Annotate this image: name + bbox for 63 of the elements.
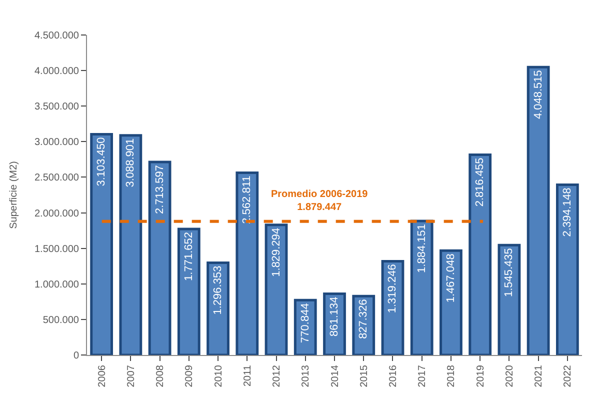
x-tick-label: 2006 <box>96 364 108 388</box>
data-label: 2.394.148 <box>561 188 574 237</box>
data-label: 1.771.652 <box>182 232 195 281</box>
bar <box>468 153 492 355</box>
y-tick-label: 4.500.000 <box>34 30 80 42</box>
x-tick-label: 2022 <box>562 364 574 388</box>
data-label: 2.816.455 <box>474 158 486 207</box>
bar <box>410 220 434 355</box>
data-label: 3.088.901 <box>124 138 137 188</box>
x-tick-label: 2021 <box>534 364 545 388</box>
bar <box>556 184 579 355</box>
bar <box>352 294 376 355</box>
bar <box>323 292 346 355</box>
x-tick-label: 2013 <box>300 364 312 388</box>
ref-line-label: Promedio 2006-2019 1.879.447 <box>271 189 368 213</box>
bar <box>526 66 550 355</box>
data-label: 1.829.294 <box>270 228 282 277</box>
y-tick-label: 0 <box>73 350 80 362</box>
data-label: 2.562.811 <box>241 176 254 224</box>
x-tick-label: 2016 <box>388 364 399 388</box>
bar <box>381 260 404 355</box>
data-label: 4.048.515 <box>532 70 544 120</box>
y-tick-label: 1.500.000 <box>34 244 80 255</box>
y-axis-title: Superficie (M2) <box>8 161 20 229</box>
y-tick-label: 2.000.000 <box>34 208 80 220</box>
x-tick-label: 2010 <box>213 364 224 388</box>
data-label: 861.134 <box>328 296 340 337</box>
x-tick-label: 2020 <box>504 364 516 388</box>
data-label: 1.545.435 <box>503 248 516 298</box>
y-tick-label: 3.000.000 <box>34 137 80 148</box>
bar <box>236 172 259 355</box>
x-tick-label: 2018 <box>446 364 458 388</box>
data-label: 3.103.450 <box>96 137 108 186</box>
y-tick-label: 3.500.000 <box>34 102 80 113</box>
data-label: 1.884.151 <box>416 224 428 273</box>
y-tick-label: 1.000.000 <box>34 279 80 290</box>
bar <box>148 160 172 355</box>
x-tick-label: 2008 <box>155 364 166 388</box>
data-label: 1.296.353 <box>212 266 224 315</box>
x-tick-label: 2019 <box>475 364 486 388</box>
bar <box>294 298 317 355</box>
bar <box>119 134 142 355</box>
bar <box>90 133 113 355</box>
y-tick-label: 500.000 <box>42 314 80 326</box>
data-label: 827.326 <box>358 299 370 339</box>
x-tick-label: 2017 <box>417 364 428 388</box>
data-label: 2.713.597 <box>154 165 166 214</box>
bar <box>498 244 521 355</box>
x-tick-label: 2014 <box>330 364 341 388</box>
bar <box>206 262 230 355</box>
x-tick-label: 2009 <box>184 364 196 388</box>
x-tick-label: 2015 <box>358 364 370 388</box>
data-label: 1.467.048 <box>444 254 457 303</box>
x-tick-label: 2007 <box>126 364 137 388</box>
data-label: 770.844 <box>299 303 312 343</box>
y-tick-label: 2.500.000 <box>34 172 80 184</box>
x-tick-label: 2012 <box>272 364 283 388</box>
x-tick-label: 2011 <box>242 364 254 387</box>
data-label: 1.319.246 <box>386 264 399 314</box>
bar <box>177 228 200 355</box>
y-tick-label: 4.000.000 <box>34 66 80 78</box>
bar <box>440 249 462 355</box>
bar <box>264 224 288 355</box>
